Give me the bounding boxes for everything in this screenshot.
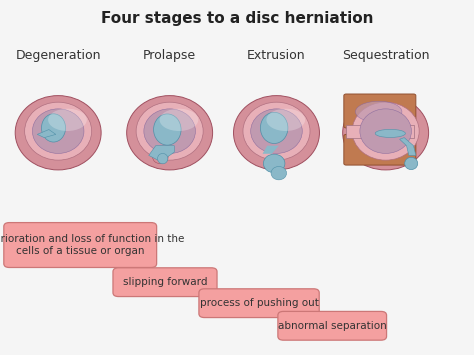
Text: deterioration and loss of function in the
cells of a tissue or organ: deterioration and loss of function in th… xyxy=(0,234,184,256)
Ellipse shape xyxy=(15,95,101,170)
Ellipse shape xyxy=(234,95,319,170)
Ellipse shape xyxy=(48,109,87,131)
Text: slipping forward: slipping forward xyxy=(123,277,207,287)
Ellipse shape xyxy=(266,109,305,131)
Ellipse shape xyxy=(251,109,302,153)
FancyBboxPatch shape xyxy=(278,311,387,340)
Ellipse shape xyxy=(136,102,203,160)
Ellipse shape xyxy=(153,150,168,164)
Ellipse shape xyxy=(157,153,168,164)
Ellipse shape xyxy=(25,102,91,160)
Text: Four stages to a disc herniation: Four stages to a disc herniation xyxy=(101,11,373,26)
Text: process of pushing out: process of pushing out xyxy=(200,298,319,308)
FancyBboxPatch shape xyxy=(346,125,413,138)
Ellipse shape xyxy=(154,114,181,145)
Ellipse shape xyxy=(32,109,84,153)
Ellipse shape xyxy=(42,114,65,142)
Text: Prolapse: Prolapse xyxy=(143,49,196,62)
Polygon shape xyxy=(37,130,56,138)
Text: Extrusion: Extrusion xyxy=(247,49,306,62)
Ellipse shape xyxy=(260,112,288,143)
Ellipse shape xyxy=(144,109,195,153)
Ellipse shape xyxy=(352,102,419,160)
FancyBboxPatch shape xyxy=(344,135,416,165)
Ellipse shape xyxy=(356,101,402,122)
Ellipse shape xyxy=(360,109,411,153)
Ellipse shape xyxy=(160,109,198,131)
Ellipse shape xyxy=(375,129,405,137)
FancyBboxPatch shape xyxy=(4,223,156,267)
Ellipse shape xyxy=(243,102,310,160)
Ellipse shape xyxy=(343,95,428,170)
Text: abnormal separation: abnormal separation xyxy=(278,321,387,331)
FancyBboxPatch shape xyxy=(344,94,416,128)
Polygon shape xyxy=(263,146,279,154)
FancyBboxPatch shape xyxy=(113,268,217,296)
Ellipse shape xyxy=(264,154,285,173)
Ellipse shape xyxy=(271,166,287,180)
Text: Sequestration: Sequestration xyxy=(342,49,429,62)
FancyBboxPatch shape xyxy=(199,289,319,318)
Polygon shape xyxy=(149,146,174,160)
Ellipse shape xyxy=(405,157,418,170)
Text: Degeneration: Degeneration xyxy=(16,49,101,62)
Ellipse shape xyxy=(127,95,213,170)
Polygon shape xyxy=(400,138,416,155)
